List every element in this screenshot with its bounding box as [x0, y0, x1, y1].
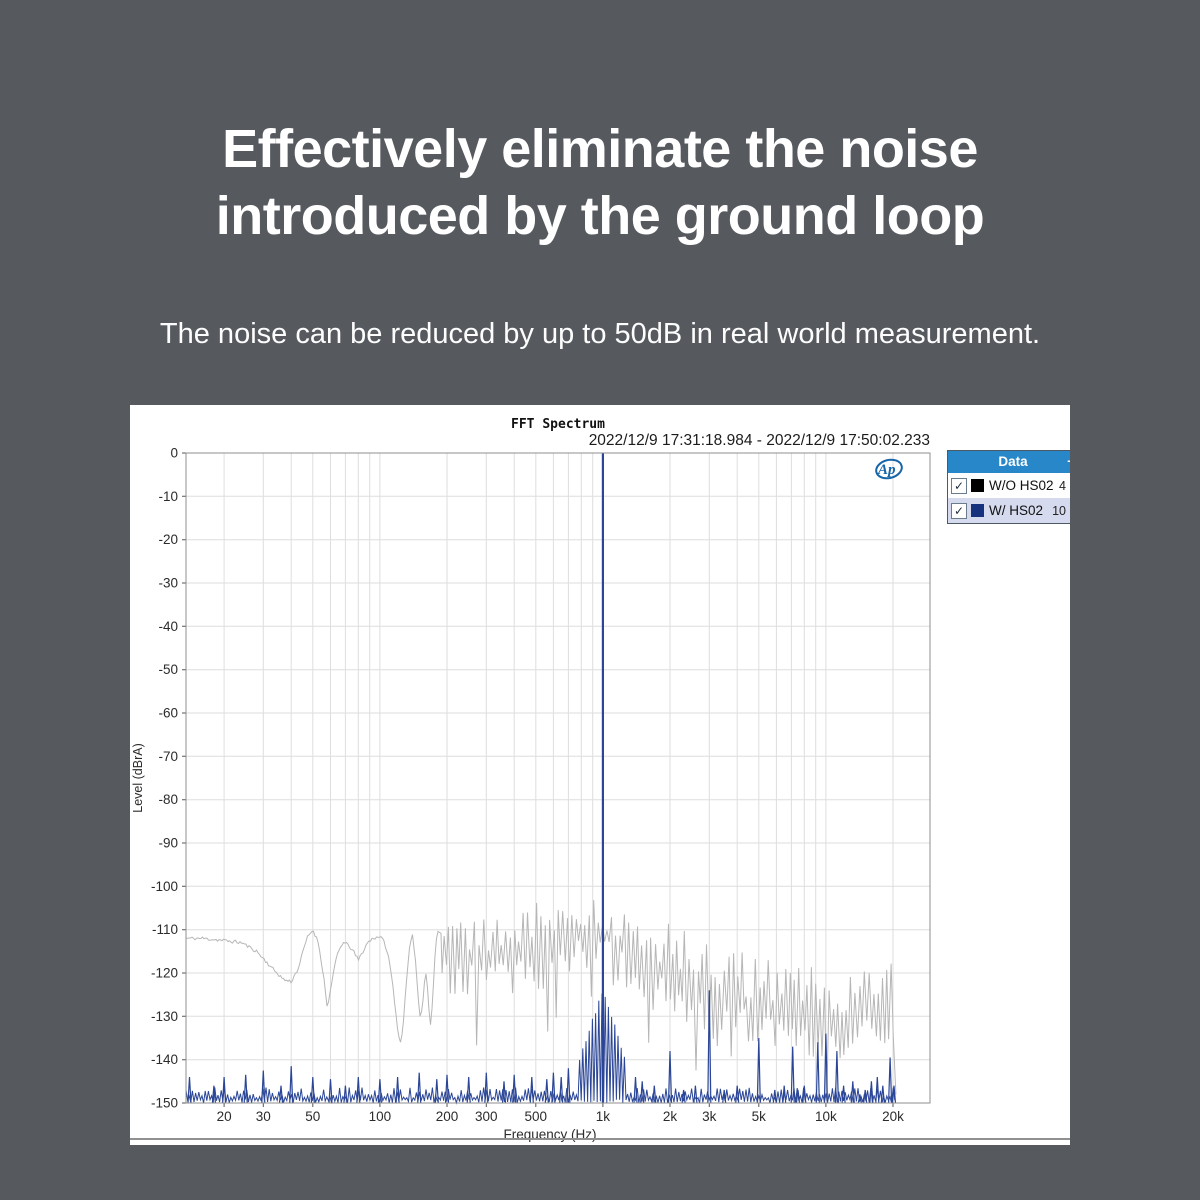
- subtitle: The noise can be reduced by up to 50dB i…: [159, 318, 1041, 350]
- svg-text:-70: -70: [158, 749, 178, 764]
- svg-text:-40: -40: [158, 619, 178, 634]
- trace-meter-value: 4: [1059, 478, 1066, 493]
- svg-text:-20: -20: [158, 532, 178, 547]
- svg-text:-90: -90: [158, 836, 178, 851]
- svg-text:-140: -140: [151, 1052, 178, 1067]
- svg-text:20k: 20k: [882, 1109, 904, 1124]
- trace-label: W/ HS02: [989, 503, 1044, 518]
- svg-text:-30: -30: [158, 576, 178, 591]
- svg-text:30: 30: [256, 1109, 271, 1124]
- svg-text:-120: -120: [151, 966, 178, 981]
- svg-text:-110: -110: [152, 922, 178, 937]
- svg-text:10k: 10k: [815, 1109, 837, 1124]
- svg-text:Ap: Ap: [877, 462, 896, 478]
- svg-text:-80: -80: [158, 792, 178, 807]
- svg-text:500: 500: [525, 1109, 548, 1124]
- data-legend-panel: Data + ✓ W/O HS02 4 ✓ W/ HS02 10: [947, 450, 1070, 524]
- headline-line2: introduced by the ground loop: [215, 186, 985, 246]
- svg-text:-100: -100: [151, 879, 178, 894]
- headline: Effectively eliminate the noise introduce…: [0, 116, 1200, 250]
- trace-color-swatch: [971, 479, 984, 492]
- trace-label: W/O HS02: [989, 478, 1054, 493]
- svg-text:50: 50: [305, 1109, 320, 1124]
- svg-text:0: 0: [170, 446, 178, 461]
- trace-meter-value: 10: [1052, 503, 1066, 518]
- add-trace-icon[interactable]: +: [1067, 451, 1070, 473]
- trace-visibility-checkbox[interactable]: ✓: [951, 477, 967, 494]
- legend-row-w-hs02[interactable]: ✓ W/ HS02 10: [948, 498, 1070, 523]
- svg-text:1k: 1k: [596, 1109, 611, 1124]
- svg-text:-50: -50: [158, 662, 178, 677]
- chart-title: FFT Spectrum: [511, 417, 605, 432]
- checkmark-icon: ✓: [953, 503, 965, 518]
- svg-text:-150: -150: [151, 1096, 178, 1111]
- trace-color-swatch: [971, 504, 984, 517]
- trace-visibility-checkbox[interactable]: ✓: [951, 502, 967, 519]
- svg-text:-60: -60: [158, 706, 178, 721]
- svg-text:300: 300: [475, 1109, 498, 1124]
- headline-line1: Effectively eliminate the noise: [222, 119, 978, 179]
- fft-spectrum-plot: 20 30 50 100 200 300 500 1k 2k 3k 5k 10k 20k 0 -10 -20 -…: [131, 446, 931, 1142]
- svg-text:20: 20: [217, 1109, 232, 1124]
- measurement-timestamp: 2022/12/9 17:31:18.984 - 2022/12/9 17:50…: [588, 432, 930, 449]
- svg-text:5k: 5k: [752, 1109, 767, 1124]
- legend-row-wo-hs02[interactable]: ✓ W/O HS02 4: [948, 473, 1070, 498]
- svg-text:2k: 2k: [663, 1109, 678, 1124]
- svg-text:-10: -10: [158, 489, 178, 504]
- fft-analyzer-window: FFT Spectrum 2022/12/9 17:31:18.984 - 20…: [130, 405, 1070, 1145]
- legend-header[interactable]: Data +: [948, 451, 1070, 473]
- svg-text:200: 200: [436, 1109, 459, 1124]
- svg-text:3k: 3k: [702, 1109, 717, 1124]
- svg-text:Level (dBrA): Level (dBrA): [131, 743, 145, 812]
- ap-logo-icon: Ap: [875, 458, 903, 480]
- legend-title: Data: [998, 454, 1028, 469]
- svg-text:100: 100: [369, 1109, 392, 1124]
- window-divider: [130, 1138, 1070, 1140]
- svg-text:-130: -130: [151, 1009, 178, 1024]
- checkmark-icon: ✓: [953, 478, 965, 493]
